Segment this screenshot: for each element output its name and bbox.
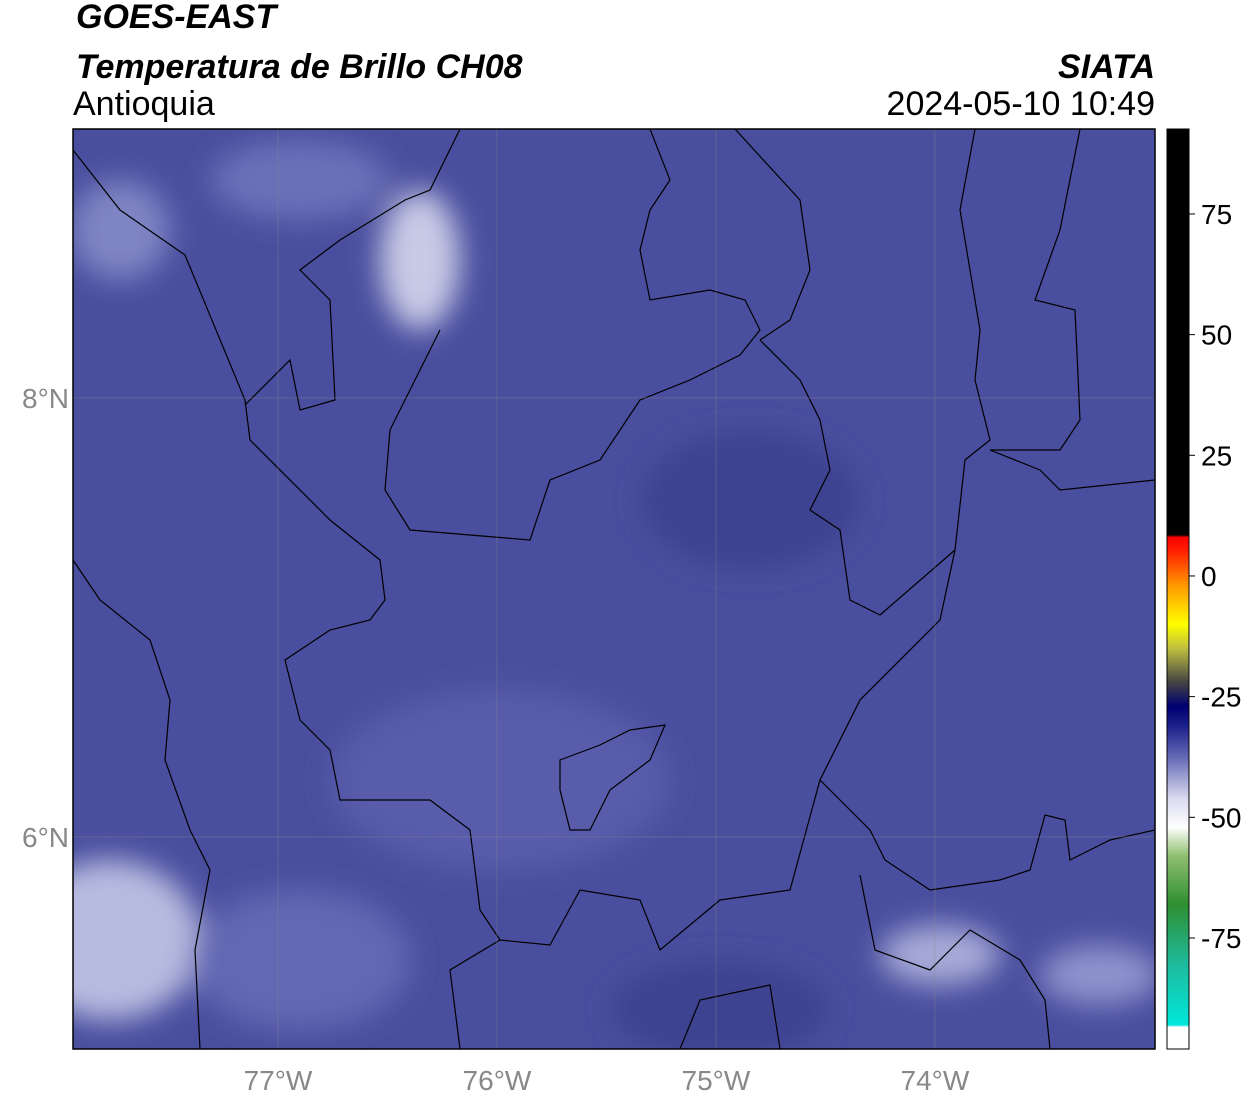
colorbar-tick-label: 75 <box>1201 199 1232 230</box>
colorbar-tick-label: 50 <box>1201 320 1232 351</box>
subtitle: Temperatura de Brillo CH08 <box>76 48 523 86</box>
borders <box>73 129 1155 1049</box>
lat-label: 6°N <box>22 822 69 853</box>
source: SIATA <box>1058 48 1155 86</box>
region: Antioquia <box>73 85 215 123</box>
lon-label: 75°W <box>682 1065 751 1096</box>
map-area <box>73 129 1155 1049</box>
colorbar-tick-label: 25 <box>1201 440 1232 471</box>
lat-label: 8°N <box>22 383 69 414</box>
lon-label: 74°W <box>901 1065 970 1096</box>
colorbar <box>1166 128 1190 1050</box>
lon-label: 76°W <box>463 1065 532 1096</box>
colorbar-tick-label: -75 <box>1201 923 1241 954</box>
cloud-patches <box>73 140 1155 1049</box>
graticule <box>73 129 1155 1049</box>
colorbar-tick-label: -25 <box>1201 682 1241 713</box>
map-frame <box>72 128 1156 1050</box>
colorbar-tick-label: 0 <box>1201 561 1217 592</box>
title: GOES-EAST <box>76 0 279 36</box>
lon-label: 77°W <box>244 1065 313 1096</box>
datetime: 2024-05-10 10:49 <box>887 85 1155 123</box>
colorbar-tick-label: -50 <box>1201 802 1241 833</box>
